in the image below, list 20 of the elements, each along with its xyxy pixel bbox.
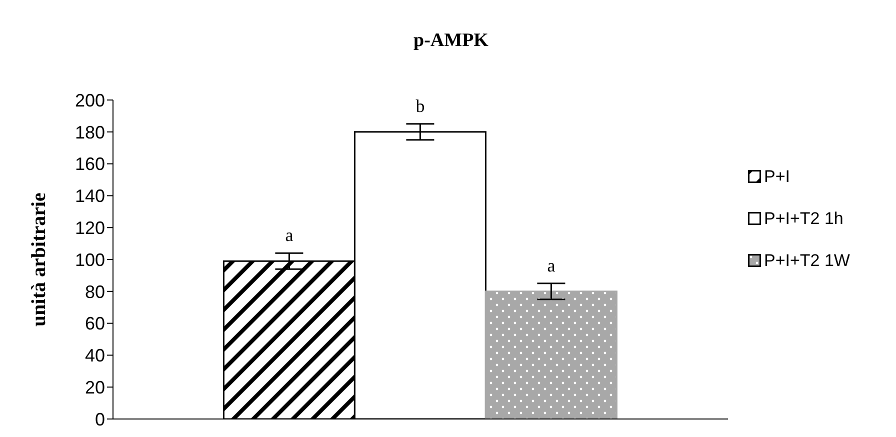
- y-tick-label: 80: [84, 282, 105, 302]
- y-tick-label: 40: [84, 346, 105, 366]
- y-tick-label: 100: [74, 250, 105, 270]
- y-tick-label: 180: [74, 122, 105, 142]
- y-tick-label: 140: [74, 186, 105, 206]
- y-tick-label: 200: [74, 90, 105, 110]
- legend-label: P+I+T2 1W: [764, 250, 850, 270]
- legend-label: P+I+T2 1h: [764, 208, 844, 228]
- chart-title: p-AMPK: [412, 30, 490, 52]
- bar: [484, 290, 618, 419]
- y-tick-label: 160: [74, 154, 105, 174]
- annotation: a: [547, 255, 556, 276]
- annotation: b: [416, 96, 425, 116]
- y-tick-label: 0: [94, 409, 105, 430]
- y-tick-label: 60: [84, 314, 105, 334]
- y-tick-label: 20: [84, 377, 105, 398]
- annotation: a: [285, 225, 294, 246]
- y-tick-label: 120: [74, 218, 105, 238]
- legend-label: P+I: [764, 166, 790, 186]
- y-axis-title: unità arbitrarie: [28, 192, 50, 326]
